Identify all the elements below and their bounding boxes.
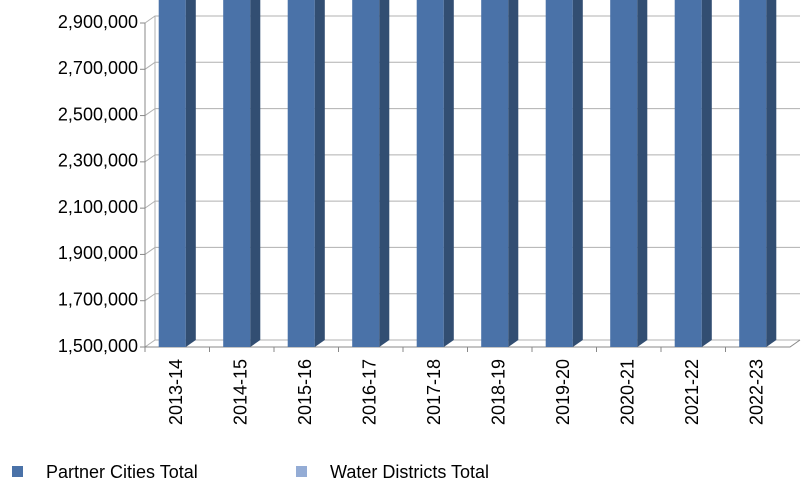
bar-front — [610, 0, 638, 348]
bar-segment — [287, 0, 325, 348]
x-tick-label: 2021-22 — [682, 359, 702, 425]
bar-front — [739, 0, 767, 348]
x-tick-label: 2013-14 — [166, 359, 186, 425]
bar-front — [158, 0, 186, 347]
y-tick-label: 2,100,000 — [58, 197, 138, 217]
y-tick-label: 2,900,000 — [58, 12, 138, 32]
x-tick-label: 2017-18 — [424, 359, 444, 425]
bar-side — [572, 0, 583, 347]
y-tick-label: 2,500,000 — [58, 104, 138, 124]
bar-front — [416, 0, 444, 348]
bar-front — [545, 0, 573, 347]
x-tick-label: 2019-20 — [553, 359, 573, 425]
x-tick-label: 2020-21 — [618, 359, 638, 425]
legend-swatch — [12, 466, 23, 477]
bar-side — [250, 0, 261, 347]
x-tick-label: 2015-16 — [295, 359, 315, 425]
bar-segment — [739, 0, 777, 348]
x-tick-label: 2014-15 — [231, 359, 251, 425]
bar-segment — [352, 0, 390, 347]
bar-side — [508, 0, 519, 347]
x-tick-label: 2022-23 — [747, 359, 767, 425]
bar-segment — [416, 0, 454, 348]
bar-side — [701, 0, 712, 347]
bar-side — [314, 0, 325, 347]
y-tick-label: 2,700,000 — [58, 58, 138, 78]
bar-side — [379, 0, 390, 347]
bar-segment — [481, 0, 519, 347]
bar-segment — [610, 0, 648, 348]
bar-front — [674, 0, 702, 348]
bar-side — [443, 0, 454, 347]
bar-front — [223, 0, 251, 347]
bar-segment — [674, 0, 712, 348]
y-tick-label: 2,300,000 — [58, 151, 138, 171]
bar-front — [287, 0, 315, 348]
x-tick-label: 2016-17 — [360, 359, 380, 425]
bar-side — [185, 0, 196, 347]
bar-front — [481, 0, 509, 347]
x-tick-label: 2018-19 — [489, 359, 509, 425]
bar-segment — [158, 0, 196, 347]
bar-front — [352, 0, 380, 347]
bar-side — [766, 0, 777, 347]
y-tick-label: 1,900,000 — [58, 243, 138, 263]
legend-label: Water Districts Total — [330, 462, 489, 482]
legend-swatch — [296, 466, 307, 477]
bar-side — [637, 0, 648, 347]
y-tick-label: 1,700,000 — [58, 289, 138, 309]
y-tick-label: 1,500,000 — [58, 336, 138, 356]
bar-segment — [545, 0, 583, 347]
legend-label: Partner Cities Total — [46, 462, 198, 482]
bar-segment — [223, 0, 261, 347]
